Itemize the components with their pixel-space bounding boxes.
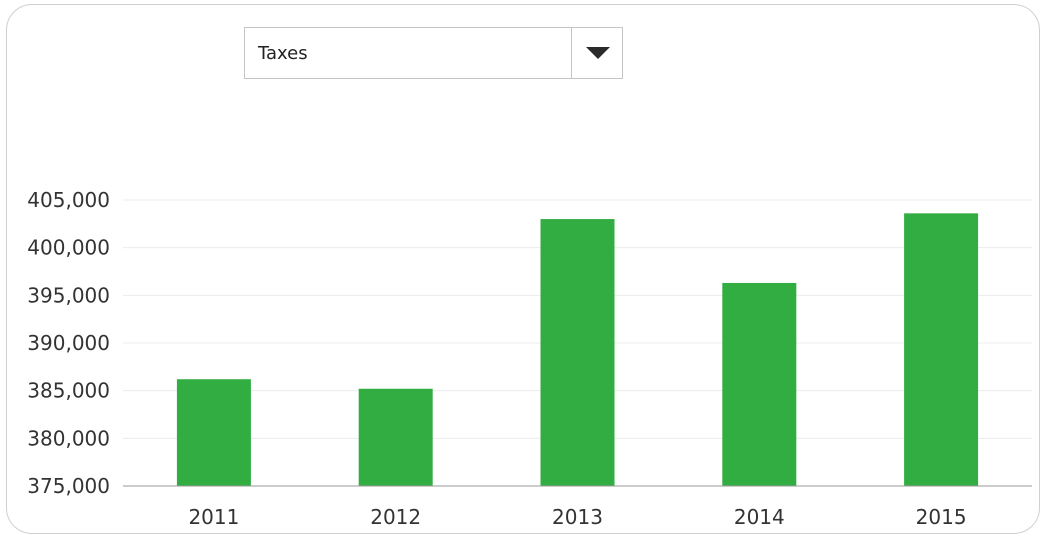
chevron-down-icon: [586, 47, 610, 59]
dropdown-selected-value: Taxes: [258, 43, 308, 64]
bar-2012: [358, 388, 433, 486]
x-tick-label: 2013: [552, 505, 603, 529]
y-tick-label: 405,000: [27, 188, 110, 212]
category-dropdown[interactable]: Taxes: [244, 27, 623, 79]
y-tick-label: 395,000: [27, 283, 110, 307]
x-tick-label: 2011: [188, 505, 239, 529]
bar-2011: [176, 379, 251, 486]
x-tick-label: 2014: [734, 505, 785, 529]
y-tick-label: 400,000: [27, 236, 110, 260]
y-tick-label: 380,000: [27, 426, 110, 450]
x-tick-label: 2015: [916, 505, 967, 529]
bars: [176, 213, 979, 487]
y-tick-label: 390,000: [27, 331, 110, 355]
bar-2013: [540, 219, 615, 487]
tick-labels: 375,000 380,000 385,000 390,000 395,000 400,0…: [27, 188, 966, 529]
y-tick-label: 385,000: [27, 379, 110, 403]
bar-2014: [722, 282, 797, 486]
dropdown-toggle-button[interactable]: [571, 27, 623, 79]
y-tick-label: 375,000: [27, 474, 110, 498]
bar-2015: [904, 213, 979, 486]
x-tick-label: 2012: [370, 505, 421, 529]
